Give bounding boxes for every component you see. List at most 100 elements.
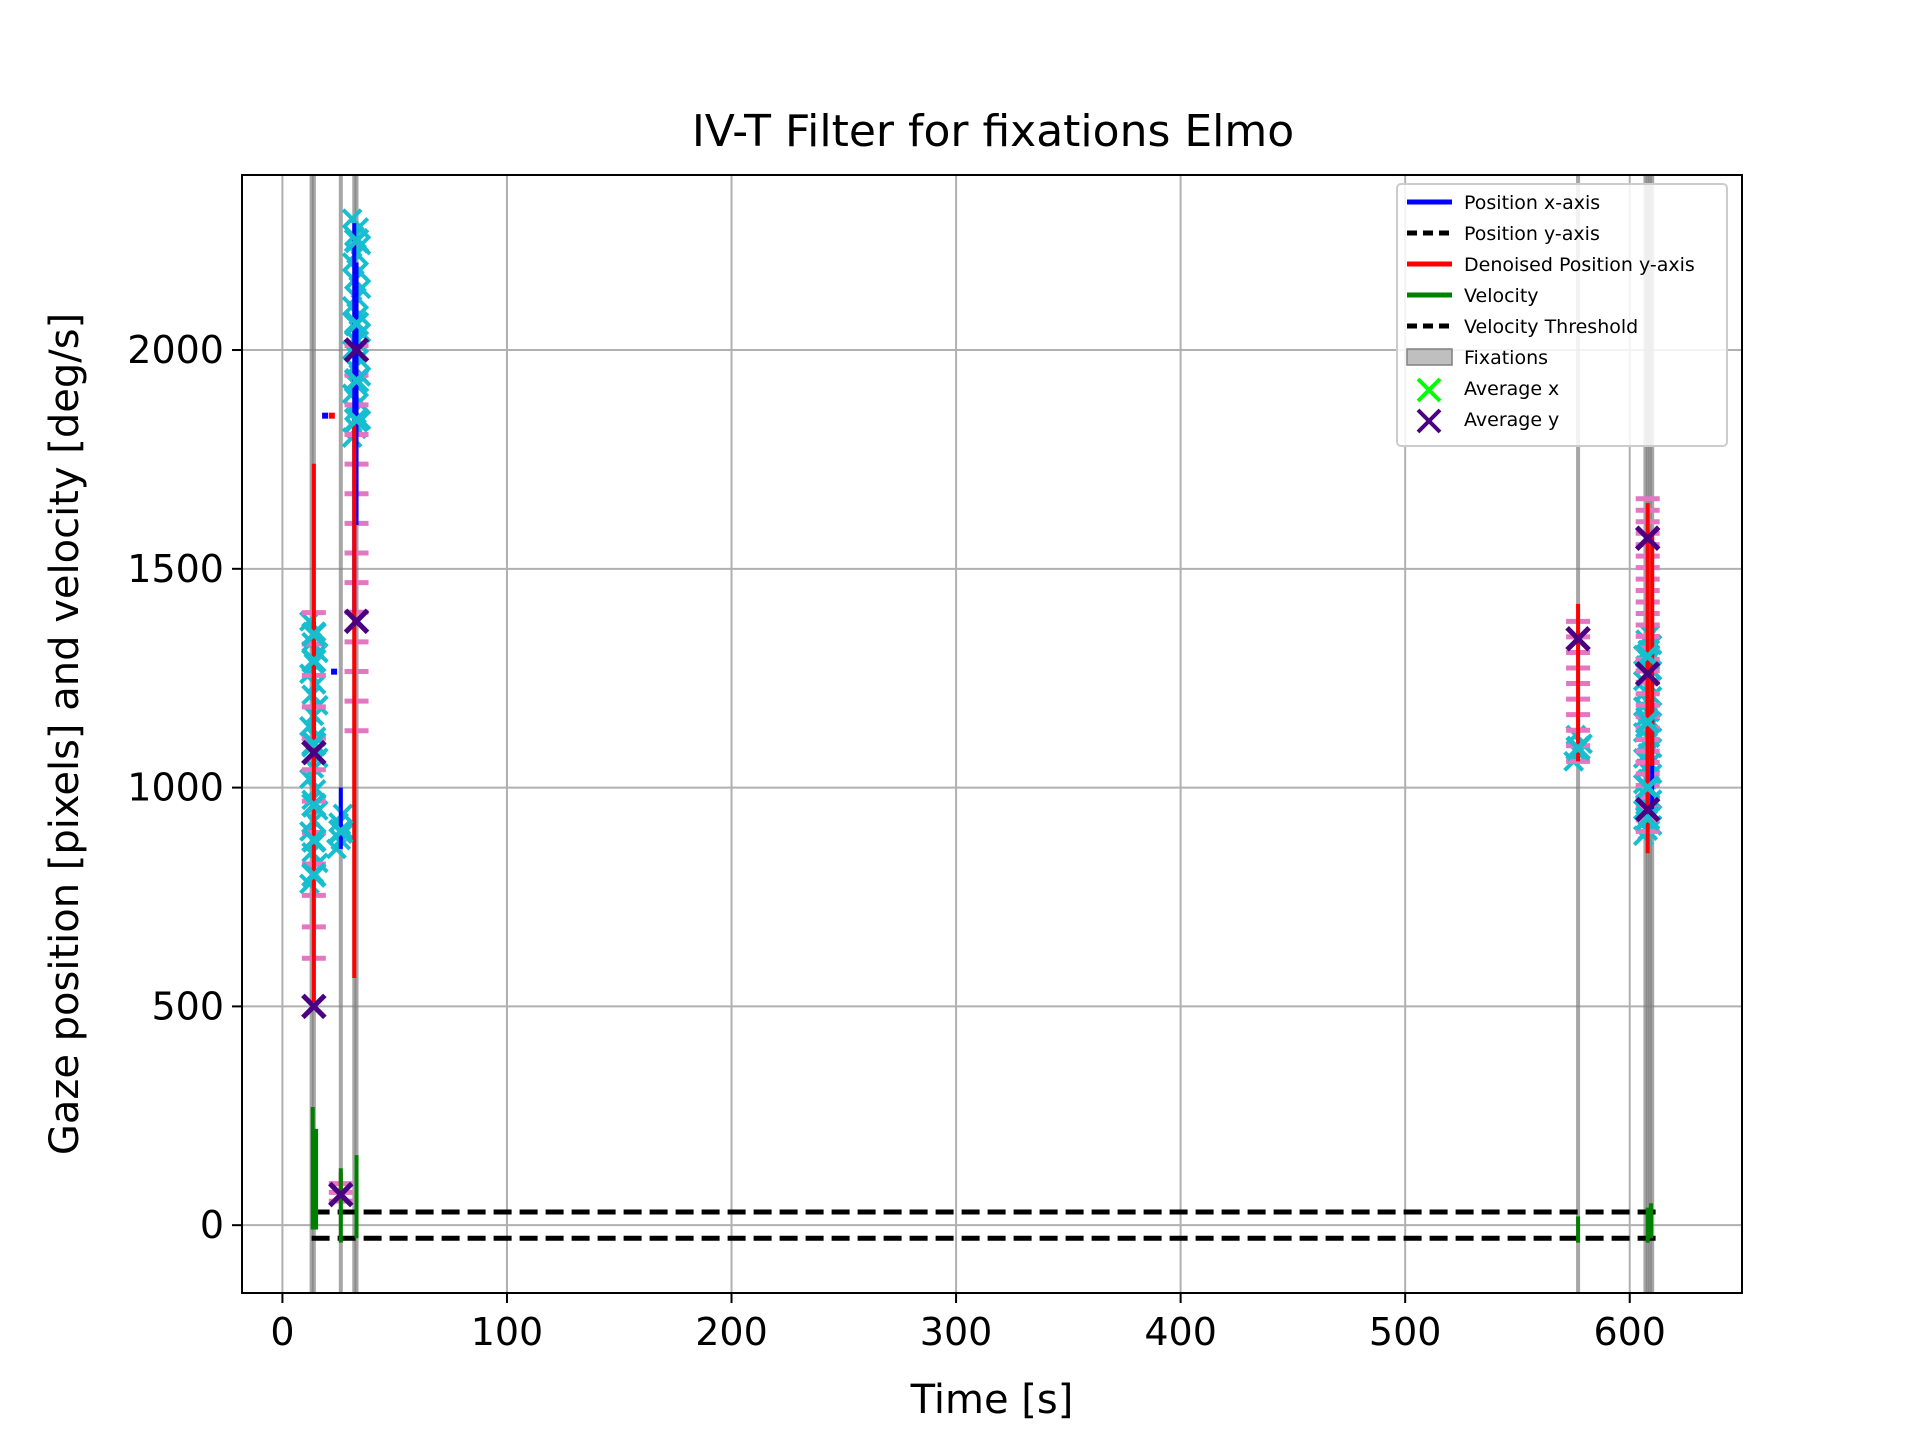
legend-swatch xyxy=(1406,348,1453,366)
x-tick-label: 0 xyxy=(270,1310,294,1354)
legend-swatch-stroke xyxy=(1416,408,1442,434)
average-y-marker xyxy=(343,608,370,635)
average-y-marker-stroke xyxy=(343,608,370,635)
average-x-marker-stroke xyxy=(1634,709,1661,735)
legend: Position x-axis Position y-axis Denoised P… xyxy=(1396,183,1728,447)
legend-entry: Velocity Threshold xyxy=(1407,316,1638,338)
average-x-marker xyxy=(301,647,327,674)
average-y-marker xyxy=(1634,796,1661,823)
average-x-marker xyxy=(301,621,327,648)
legend-entry: Denoised Position y-axis xyxy=(1407,254,1695,276)
average-x-marker-stroke xyxy=(301,647,327,674)
y-tick-label: 1500 xyxy=(127,547,224,591)
average-y-marker-stroke xyxy=(1634,525,1661,551)
sample-x-marker-stroke xyxy=(301,684,323,706)
plot-frame xyxy=(241,174,1743,1294)
legend-entry: Average y xyxy=(1416,408,1559,434)
y-tick-label: 0 xyxy=(200,1203,224,1247)
x-tick-label: 200 xyxy=(695,1310,768,1354)
position-x-point xyxy=(322,412,329,419)
average-x-marker-stroke xyxy=(1634,774,1661,801)
average-y-marker xyxy=(328,1181,354,1208)
x-tick-label: 500 xyxy=(1369,1310,1442,1354)
legend-entry: Position y-axis xyxy=(1407,223,1600,245)
legend-entry: Fixations xyxy=(1406,347,1548,369)
average-y-marker xyxy=(301,739,327,766)
average-x-marker xyxy=(301,827,327,853)
x-tick-label: 300 xyxy=(920,1310,993,1354)
average-x-marker-stroke xyxy=(1565,735,1591,761)
average-x-marker-stroke xyxy=(328,818,354,845)
legend-label: Average y xyxy=(1464,409,1559,431)
legend-swatch xyxy=(1416,408,1442,434)
average-x-marker xyxy=(301,731,327,757)
average-x-marker xyxy=(301,862,327,888)
denoised-position-y-point xyxy=(328,412,335,419)
legend-label: Fixations xyxy=(1464,347,1548,369)
average-x-marker-stroke xyxy=(343,311,370,337)
legend-entry: Velocity xyxy=(1407,285,1539,307)
sample-x-marker-stroke xyxy=(332,803,354,825)
average-x-marker-stroke xyxy=(301,731,327,757)
average-x-marker-stroke xyxy=(1634,805,1661,832)
average-x-marker xyxy=(1634,709,1661,735)
average-x-marker xyxy=(328,818,354,845)
legend-label: Position x-axis xyxy=(1464,192,1600,214)
average-y-marker xyxy=(1634,661,1661,687)
x-axis: 0 100 200 300 400 500 600 xyxy=(270,1293,1666,1354)
average-y-marker-stroke xyxy=(1634,796,1661,823)
average-x-marker xyxy=(1565,735,1591,761)
average-x-marker-stroke xyxy=(301,862,327,888)
average-y-marker-stroke xyxy=(1565,626,1591,652)
sample-x-marker-stroke xyxy=(341,208,363,230)
average-y-marker xyxy=(343,337,370,363)
average-x-marker xyxy=(343,227,370,254)
legend-box xyxy=(1396,183,1728,447)
average-y-marker xyxy=(301,993,327,1020)
legend-entry: Average x xyxy=(1416,377,1559,403)
average-x-marker xyxy=(343,407,370,433)
y-axis: 0 500 1000 1500 2000 xyxy=(127,328,242,1247)
markers xyxy=(301,227,1661,1208)
y-tick-label: 2000 xyxy=(127,328,224,372)
sample-x-marker xyxy=(305,673,327,695)
y-axis-label: Gaze position [pixels] and velocity [deg… xyxy=(42,313,88,1155)
average-y-marker xyxy=(1634,525,1661,551)
average-x-marker xyxy=(1634,805,1661,832)
average-y-marker-stroke xyxy=(343,337,370,363)
average-y-marker xyxy=(1565,626,1591,652)
average-x-marker xyxy=(301,792,327,818)
legend-label: Denoised Position y-axis xyxy=(1464,254,1695,276)
average-x-marker xyxy=(343,367,370,394)
y-tick-label: 500 xyxy=(151,984,224,1028)
average-y-marker-stroke xyxy=(301,993,327,1020)
legend-label: Velocity xyxy=(1464,285,1539,307)
legend-label: Position y-axis xyxy=(1464,223,1600,245)
position-x-point xyxy=(331,668,338,675)
sample-x-marker-stroke xyxy=(305,778,327,800)
average-x-marker xyxy=(1634,774,1661,801)
y-tick-label: 1000 xyxy=(127,766,224,810)
average-x-marker-stroke xyxy=(301,621,327,648)
average-x-marker-stroke xyxy=(343,407,370,433)
x-tick-label: 100 xyxy=(471,1310,544,1354)
legend-entry: Position x-axis xyxy=(1407,192,1600,214)
legend-swatch-stroke xyxy=(1416,377,1442,403)
legend-label: Velocity Threshold xyxy=(1464,316,1638,338)
sample-x-marker-stroke xyxy=(305,673,327,695)
x-tick-label: 600 xyxy=(1593,1310,1666,1354)
x-axis-label: Time [s] xyxy=(910,1377,1074,1423)
average-x-marker-stroke xyxy=(343,367,370,394)
chart-title: IV-T Filter for fixations Elmo xyxy=(692,106,1294,157)
legend-label: Average x xyxy=(1464,378,1559,400)
average-x-marker-stroke xyxy=(343,227,370,254)
average-x-marker xyxy=(343,311,370,337)
legend-swatch xyxy=(1416,377,1442,403)
average-y-marker-stroke xyxy=(328,1181,354,1208)
sample-x-marker xyxy=(341,208,363,230)
sample-x-marker xyxy=(301,684,323,706)
average-x-marker-stroke xyxy=(301,792,327,818)
average-x-marker-stroke xyxy=(301,827,327,853)
x-tick-label: 400 xyxy=(1144,1310,1217,1354)
